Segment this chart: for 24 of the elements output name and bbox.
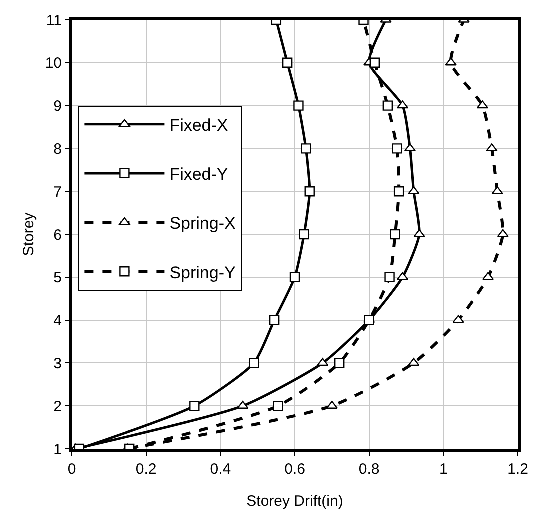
x-tick-label: 0.8 [358,461,380,478]
y-tick-label: 11 [46,12,62,30]
legend-label: Spring-X [170,214,236,234]
x-tick-label: 0.2 [136,461,157,478]
legend-label: Fixed-Y [170,165,228,184]
x-tick-label: 0.4 [210,461,232,478]
legend-label: Spring-Y [170,263,236,282]
x-axis-title: Storey Drift(in) [246,493,344,510]
legend-label: Fixed-X [170,116,228,135]
x-tick-label: 1.2 [508,461,528,478]
y-tick-label: 5 [54,270,62,287]
y-tick-label: 10 [45,55,62,72]
y-tick-label: 4 [54,312,62,330]
x-tick-label: 1 [440,461,448,478]
y-tick-label: 9 [54,98,62,116]
y-tick-label: 3 [54,355,62,372]
y-tick-label: 1 [54,441,62,458]
x-tick-label: 0.6 [284,461,306,478]
y-axis-title: Storey [20,212,38,256]
y-tick-label: 2 [54,398,62,416]
x-tick-label: 0 [68,461,76,478]
y-tick-label: 7 [54,184,62,201]
y-tick-label: 8 [54,140,62,158]
y-tick-label: 6 [54,226,62,244]
